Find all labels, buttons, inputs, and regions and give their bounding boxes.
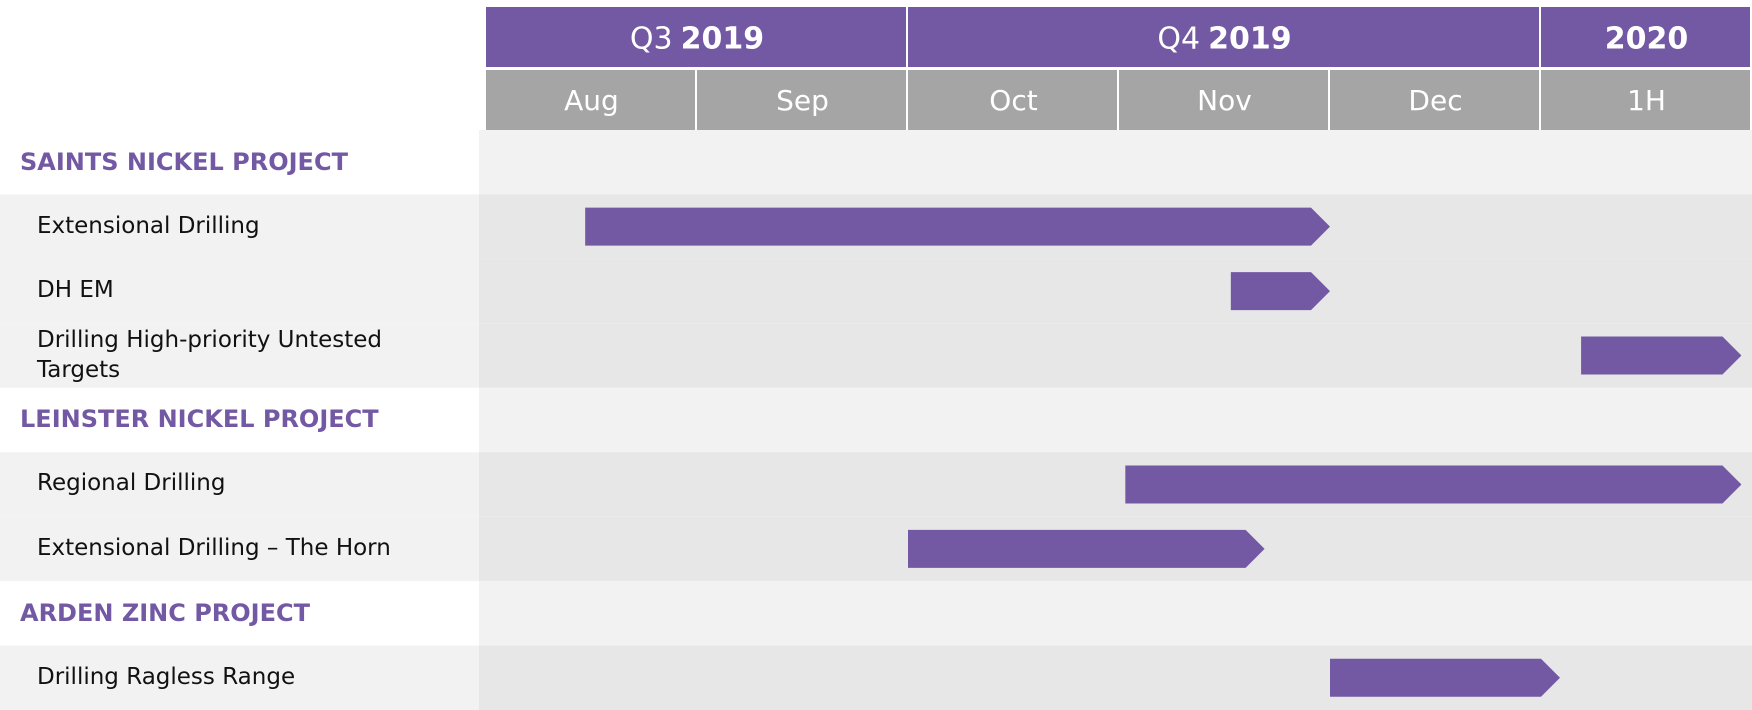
task-row-bg-left [0,194,479,259]
month-cell [697,70,906,130]
month-cell [1541,70,1750,130]
task-label: Regional Drilling [37,470,226,497]
section-row-bg [479,130,1752,195]
task-label: Extensional Drilling [37,212,260,239]
task-label: Extensional Drilling – The Horn [37,534,391,561]
month-cell [1330,70,1539,130]
task-bar [1330,658,1560,697]
period-prefix: Q4 [1157,22,1200,57]
period-prefix: Q3 [630,22,673,57]
task-bar [1581,336,1742,375]
period-cell [1541,7,1750,67]
task-row-bg-left [0,452,479,517]
task-label: Drilling Ragless Range [37,663,296,690]
section-label: LEINSTER NICKEL PROJECT [20,405,379,434]
section-label: SAINTS NICKEL PROJECT [20,147,348,176]
month-label: Sep [776,84,829,117]
task-row-bg [479,645,1752,710]
task-row-bg-left [0,323,479,388]
section-row-bg [479,387,1752,453]
month-label: Dec [1408,84,1462,117]
period-year: 2020 [1605,22,1689,57]
period-cell [486,7,906,67]
task-label: DH EM [37,277,114,304]
month-label: Oct [989,84,1037,117]
task-row-bg [479,258,1752,324]
period-label: Q4 2019 [1157,22,1291,57]
task-bar [1230,272,1330,311]
task-bar [908,529,1265,568]
section-row-bg [479,581,1752,646]
task-row-bg-left [0,645,479,710]
task-bar [1125,465,1742,504]
month-label: Aug [564,84,619,117]
period-year: 2019 [1208,22,1292,57]
task-label: Drilling High-priority Untested Targets [37,326,383,383]
month-cell [908,70,1117,130]
task-row-bg-left [0,516,479,582]
task-row-bg [479,323,1752,388]
month-label: 1H [1627,84,1666,117]
period-year: 2019 [681,22,765,57]
month-label: Nov [1197,84,1252,117]
period-cell [908,7,1539,67]
period-label: Q3 2019 [630,22,764,57]
task-row-bg-left [0,258,479,324]
month-cell [486,70,695,130]
section-label: ARDEN ZINC PROJECT [20,598,310,627]
month-cell [1119,70,1328,130]
task-bar [585,207,1330,246]
period-label: 2020 [1605,22,1689,57]
